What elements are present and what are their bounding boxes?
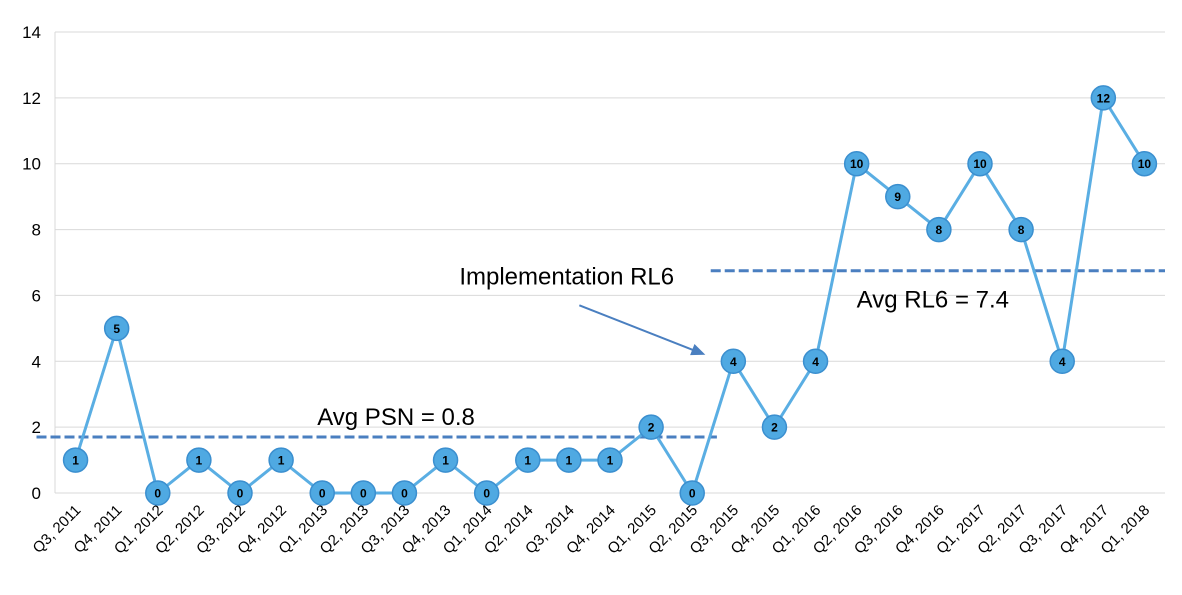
data-point-marker [679,480,705,506]
data-point-marker [638,414,664,440]
data-point-marker [62,447,89,473]
average-label-2: Avg RL6 = 7.4 [857,287,1009,314]
y-tick-label: 0 [32,484,41,503]
data-point-label: 1 [607,454,614,468]
average-lines [36,269,1165,439]
annotation-arrow-line [578,304,698,353]
y-tick-label: 14 [22,23,41,42]
data-point-marker [843,150,870,177]
data-point-marker [268,447,294,473]
grid-layer [54,31,1165,494]
data-point-label: 0 [483,487,490,501]
data-point-label: 2 [648,421,655,435]
annotation-arrowhead [690,344,706,356]
y-tick-label: 8 [32,221,41,240]
annotation-implementation: Implementation RL6 [459,263,674,290]
data-point-label: 10 [850,157,864,171]
data-point-marker [1131,150,1158,177]
data-point-label: 4 [812,355,819,369]
y-tick-label: 4 [32,352,41,371]
data-point-label: 1 [442,454,449,468]
data-point-label: 1 [278,454,285,468]
y-tick-label: 2 [32,418,41,437]
data-point-label: 1 [524,454,531,468]
data-point-marker [885,183,911,210]
data-point-marker [802,348,829,375]
data-point-label: 12 [1097,91,1111,105]
data-point-marker [227,480,253,506]
data-point-label: 0 [689,487,696,501]
annotation-layer: Avg PSN = 0.8 Avg RL6 = 7.4 Implementation… [317,263,1009,431]
data-point-label: 1 [72,454,79,468]
data-point-marker [1090,85,1117,111]
data-point-marker [309,480,335,506]
data-point-marker [967,150,993,177]
data-point-marker [556,447,582,473]
data-point-label: 0 [319,487,326,501]
data-point-marker [432,447,459,473]
data-point-label: 10 [1138,157,1152,171]
data-point-marker [1008,216,1034,243]
data-point-label: 4 [1059,355,1066,369]
average-label-1: Avg PSN = 0.8 [317,404,475,431]
data-point-label: 5 [113,322,120,336]
data-point-marker [145,480,171,506]
y-tick-label: 10 [22,155,41,174]
data-point-label: 0 [237,487,244,501]
data-point-label: 2 [771,421,778,435]
data-point-label: 0 [401,487,408,501]
data-point-marker [597,447,623,473]
y-tick-label: 6 [32,286,41,305]
data-point-label: 0 [360,487,367,501]
data-point-marker [515,447,541,473]
data-point-label: 0 [154,487,161,501]
data-point-marker [761,414,788,440]
data-point-label: 1 [566,454,573,468]
data-point-label: 9 [894,190,901,204]
data-point-marker [186,447,212,473]
data-point-label: 1 [196,454,203,468]
data-point-label: 8 [936,223,943,237]
data-point-marker [473,480,500,506]
y-tick-label: 12 [22,89,41,108]
data-point-marker [926,216,952,243]
data-point-label: 10 [973,157,987,171]
data-point-label: 4 [730,355,737,369]
data-point-marker [1049,348,1075,375]
data-point-marker [720,348,747,375]
data-point-marker [391,480,418,506]
data-point-label: 8 [1018,223,1025,237]
data-point-marker [350,480,377,506]
data-point-marker [103,315,130,342]
y-axis-ticks: 0 2 4 6 8 10 12 14 [22,23,41,503]
